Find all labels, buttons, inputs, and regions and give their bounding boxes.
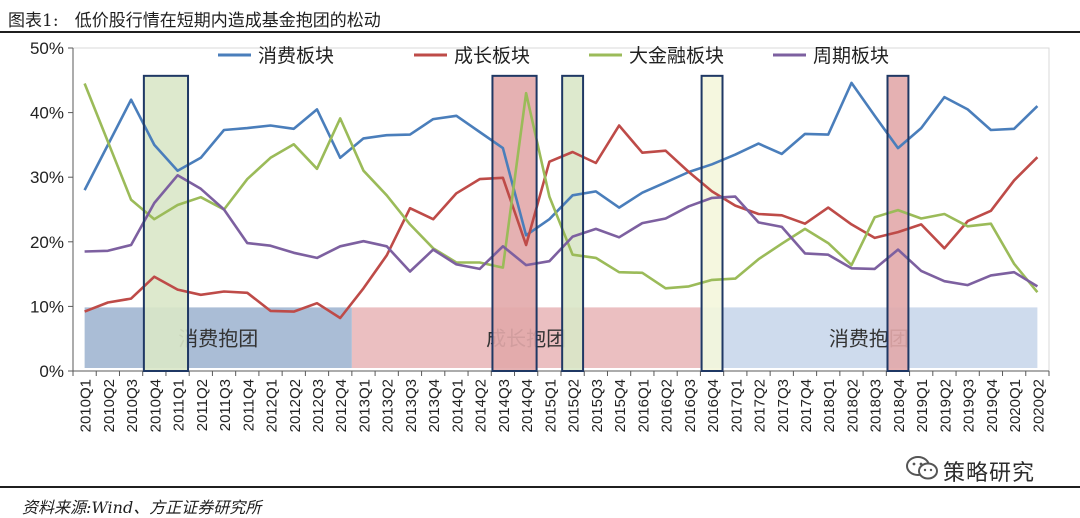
x-tick-label-41: 2020Q2: [1030, 379, 1047, 432]
legend-label-0: 消费板块: [258, 45, 334, 67]
highlight-fill-0: [143, 75, 189, 371]
series-line-3: [84, 174, 1039, 288]
footer-rule: [0, 486, 1080, 488]
x-tick-label-3: 2010Q4: [147, 379, 164, 432]
watermark-text: 策略研究: [943, 461, 1036, 486]
x-tick-label-13: 2013Q2: [380, 379, 397, 432]
legend-label-1: 成长板块: [454, 45, 530, 67]
x-tick-label-4: 2011Q1: [171, 379, 188, 431]
x-tick-label-5: 2011Q2: [194, 379, 211, 431]
highlight-box-1: [491, 74, 538, 373]
legend-label-3: 周期板块: [813, 45, 889, 67]
highlight-fill-1: [492, 75, 537, 371]
x-tick-label-6: 2011Q3: [217, 379, 234, 431]
line-chart: 消费抱团成长抱团消费抱团0%10%20%30%40%50%2010Q12010Q…: [30, 39, 1050, 432]
y-tick-label-0: 0%: [39, 362, 64, 381]
x-tick-label-28: 2017Q1: [728, 379, 745, 432]
x-tick-label-33: 2018Q2: [844, 379, 861, 432]
x-tick-label-40: 2020Q1: [1007, 379, 1024, 432]
figure-title: 图表1: 低价股行情在短期内造成基金抱团的松动: [8, 11, 381, 31]
figure-header: 图表1: 低价股行情在短期内造成基金抱团的松动: [0, 0, 1080, 34]
x-tick-label-8: 2012Q1: [264, 379, 281, 432]
x-tick-label-24: 2016Q1: [635, 379, 652, 432]
series-line-1: [84, 124, 1039, 320]
y-tick-label-5: 50%: [30, 39, 64, 58]
band-label-0: 消费抱团: [178, 327, 258, 351]
y-tick-label-2: 20%: [30, 233, 64, 252]
highlight-fill-4: [887, 75, 909, 371]
x-tick-label-18: 2014Q3: [496, 379, 513, 432]
x-tick-label-26: 2016Q3: [682, 379, 699, 432]
x-tick-label-27: 2016Q4: [705, 379, 722, 432]
watermark: 策略研究: [905, 455, 1075, 486]
highlight-box-0: [142, 74, 190, 373]
x-tick-label-23: 2015Q4: [612, 379, 629, 432]
header-rule: [0, 31, 1080, 33]
x-tick-label-7: 2011Q4: [240, 379, 257, 431]
highlight-fill-2: [562, 75, 584, 371]
source-note: 资料来源:Wind、方正证券研究所: [22, 498, 262, 517]
x-tick-label-39: 2019Q4: [984, 379, 1001, 432]
chart-area: 消费抱团成长抱团消费抱团0%10%20%30%40%50%2010Q12010Q…: [0, 34, 1080, 484]
x-tick-label-35: 2018Q4: [891, 379, 908, 432]
x-tick-label-37: 2019Q2: [937, 379, 954, 432]
x-tick-label-21: 2015Q2: [566, 379, 583, 432]
x-tick-label-19: 2014Q4: [519, 379, 536, 432]
x-tick-label-1: 2010Q2: [101, 379, 118, 432]
figure-footer: 资料来源:Wind、方正证券研究所: [0, 484, 1080, 518]
x-tick-label-10: 2012Q3: [310, 379, 327, 432]
x-tick-label-12: 2013Q1: [356, 379, 373, 432]
x-tick-label-25: 2016Q2: [659, 379, 676, 432]
x-tick-label-38: 2019Q3: [961, 379, 978, 432]
series-line-2: [83, 83, 1039, 294]
highlight-box-3: [700, 74, 724, 373]
series-line-0: [83, 81, 1039, 237]
highlight-fill-3: [701, 75, 723, 371]
x-tick-label-0: 2010Q1: [78, 379, 95, 432]
x-tick-label-34: 2018Q3: [868, 379, 885, 432]
y-tick-label-3: 30%: [30, 168, 64, 187]
x-tick-label-14: 2013Q3: [403, 379, 420, 432]
y-tick-label-4: 40%: [30, 104, 64, 123]
band-0: [84, 307, 352, 368]
legend-label-2: 大金融板块: [629, 45, 724, 67]
x-tick-label-16: 2014Q1: [449, 379, 466, 432]
highlight-box-4: [886, 74, 910, 373]
x-tick-label-20: 2015Q1: [542, 379, 559, 432]
band-2: [700, 307, 1038, 368]
y-tick-label-1: 10%: [30, 297, 64, 316]
highlight-box-2: [561, 74, 585, 373]
x-tick-label-22: 2015Q3: [589, 379, 606, 432]
x-tick-label-15: 2013Q4: [426, 379, 443, 432]
x-tick-label-9: 2012Q2: [287, 379, 304, 432]
x-tick-label-30: 2017Q3: [775, 379, 792, 432]
wechat-icon: [906, 456, 938, 480]
x-tick-label-36: 2019Q1: [914, 379, 931, 432]
x-tick-label-2: 2010Q3: [124, 379, 141, 432]
x-tick-label-31: 2017Q4: [798, 379, 815, 432]
x-tick-label-17: 2014Q2: [473, 379, 490, 432]
x-tick-label-29: 2017Q2: [752, 379, 769, 432]
x-tick-label-11: 2012Q4: [333, 379, 350, 432]
x-tick-label-32: 2018Q1: [821, 379, 838, 432]
